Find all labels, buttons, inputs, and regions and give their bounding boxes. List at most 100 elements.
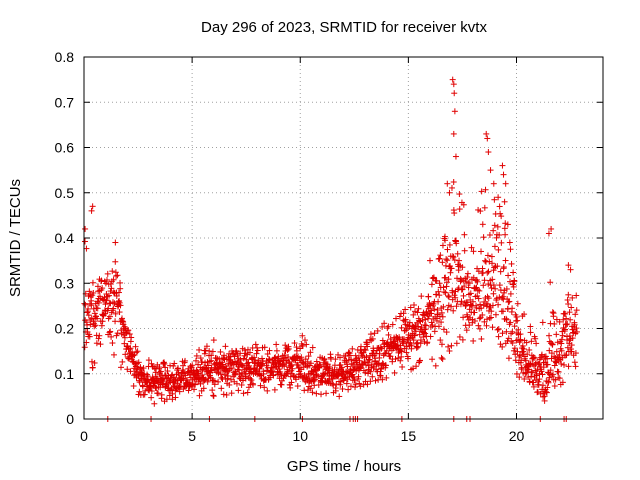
data-point: [121, 340, 128, 347]
data-point: [97, 341, 104, 348]
data-point: [169, 390, 176, 397]
data-point: [86, 300, 93, 307]
y-tick-label: 0: [66, 411, 74, 427]
data-point: [237, 356, 244, 363]
data-point: [94, 315, 101, 322]
data-point: [332, 356, 339, 363]
data-point: [200, 385, 207, 392]
data-point: [192, 381, 199, 388]
data-point: [217, 371, 224, 378]
data-point: [273, 341, 280, 348]
data-point: [225, 372, 232, 379]
data-point: [259, 355, 266, 362]
data-point: [82, 301, 89, 308]
data-point: [337, 354, 344, 361]
data-point: [118, 364, 125, 371]
data-point: [309, 344, 316, 351]
y-tick-label: 0.1: [55, 366, 75, 382]
data-point: [269, 367, 276, 374]
data-point: [130, 382, 137, 389]
data-point: [240, 355, 247, 362]
data-point: [233, 380, 240, 387]
data-point: [109, 340, 116, 347]
data-point: [338, 364, 345, 371]
data-point: [91, 323, 98, 330]
data-point: [313, 358, 320, 365]
data-point: [141, 391, 148, 398]
data-point: [125, 327, 132, 334]
data-point: [196, 392, 203, 399]
data-point: [351, 377, 358, 384]
data-point: [349, 345, 356, 352]
data-point: [94, 305, 101, 312]
data-point: [124, 366, 131, 373]
data-point: [133, 349, 140, 356]
data-point: [311, 376, 318, 383]
data-point: [197, 355, 204, 362]
data-point: [215, 378, 222, 385]
data-point: [244, 389, 251, 396]
data-point: [175, 384, 182, 391]
data-point: [218, 385, 225, 392]
data-point: [148, 388, 155, 395]
data-point: [352, 384, 359, 391]
data-point: [161, 360, 168, 367]
x-tick-label: 20: [509, 428, 525, 444]
data-point: [127, 345, 134, 352]
data-point: [112, 318, 119, 325]
data-point: [320, 371, 327, 378]
data-point: [116, 309, 123, 316]
x-tick-label: 15: [401, 428, 417, 444]
x-tick-label: 0: [80, 428, 88, 444]
data-point: [211, 378, 218, 385]
x-axis-title: GPS time / hours: [287, 458, 401, 475]
data-point: [344, 363, 351, 370]
data-point: [85, 312, 92, 319]
data-point: [106, 292, 113, 299]
data-point: [203, 343, 210, 350]
data-point: [270, 372, 277, 379]
data-point: [148, 360, 155, 367]
data-point: [289, 365, 296, 372]
data-point: [239, 370, 246, 377]
data-point: [87, 321, 94, 328]
data-point: [191, 386, 198, 393]
data-point: [248, 377, 255, 384]
data-point: [180, 386, 187, 393]
data-point: [145, 357, 152, 364]
data-point: [271, 386, 278, 393]
data-point: [86, 333, 93, 340]
data-point: [209, 348, 216, 355]
data-point: [98, 322, 105, 329]
data-point: [134, 348, 141, 355]
data-point: [102, 301, 109, 308]
data-point: [348, 360, 355, 367]
data-point: [288, 379, 295, 386]
data-point: [112, 258, 119, 265]
data-point: [356, 380, 363, 387]
data-point: [276, 358, 283, 365]
data-point: [343, 380, 350, 387]
data-point: [291, 340, 298, 347]
data-point: [162, 364, 169, 371]
data-point: [217, 348, 224, 355]
data-point: [349, 371, 356, 378]
data-point: [85, 305, 92, 312]
data-point: [228, 360, 235, 367]
data-point: [136, 379, 143, 386]
data-point: [304, 363, 311, 370]
data-point: [218, 374, 225, 381]
data-point: [233, 348, 240, 355]
data-point: [223, 391, 230, 398]
data-point: [172, 394, 179, 401]
data-point: [230, 361, 237, 368]
y-tick-label: 0.2: [55, 321, 75, 337]
data-point: [189, 362, 196, 369]
data-point: [109, 299, 116, 306]
data-point: [132, 343, 139, 350]
data-point: [163, 396, 170, 403]
data-point: [89, 364, 96, 371]
data-point: [127, 368, 134, 375]
data-point: [117, 302, 124, 309]
data-point: [114, 330, 121, 337]
